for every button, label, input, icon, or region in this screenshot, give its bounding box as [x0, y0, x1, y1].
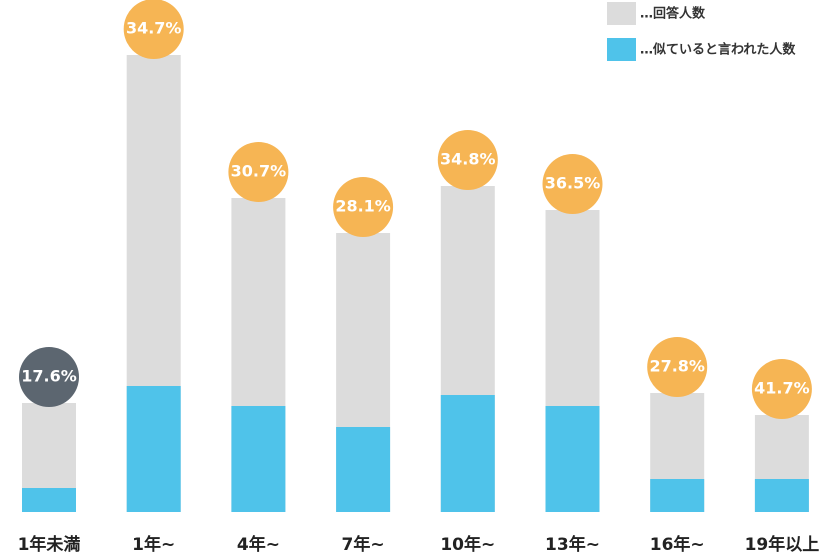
rate-bubble [647, 337, 708, 397]
rate-label: 27.8% [649, 357, 705, 376]
x-tick-label: 7年~ [342, 534, 385, 555]
rate-bubble [19, 347, 79, 407]
x-tick-label: 19年以上 [745, 534, 820, 555]
rate-label: 17.6% [21, 367, 77, 386]
x-tick-label: 4年~ [237, 534, 280, 555]
bar [336, 427, 391, 512]
legend-label: …回答人数 [640, 6, 706, 22]
bar [754, 479, 809, 512]
rate-bubble [123, 0, 184, 59]
x-tick-label: 16年~ [650, 534, 705, 555]
bar [545, 406, 600, 512]
legend-swatch [607, 2, 636, 25]
x-tick-label: 13年~ [545, 534, 600, 555]
bar [650, 479, 705, 512]
x-tick-label: 1年~ [132, 534, 175, 555]
bar [440, 395, 495, 512]
x-tick-label: 10年~ [440, 534, 495, 555]
bar [22, 488, 76, 512]
rate-label: 34.8% [440, 150, 496, 169]
rate-bubble [751, 359, 812, 419]
rate-bubble [437, 130, 498, 190]
legend-swatch [607, 38, 636, 61]
rate-label: 34.7% [126, 19, 182, 38]
rate-label: 41.7% [754, 379, 810, 398]
legend-label: …似ていると言われた人数 [640, 42, 796, 58]
rate-label: 30.7% [231, 162, 287, 181]
rate-bubble [333, 177, 394, 237]
bar [231, 406, 286, 512]
rate-label: 28.1% [335, 197, 391, 216]
rate-bubble [228, 142, 289, 202]
rate-bubble [542, 154, 603, 214]
bar [126, 386, 181, 512]
x-tick-label: 1年未満 [18, 534, 81, 555]
rate-label: 36.5% [545, 174, 601, 193]
